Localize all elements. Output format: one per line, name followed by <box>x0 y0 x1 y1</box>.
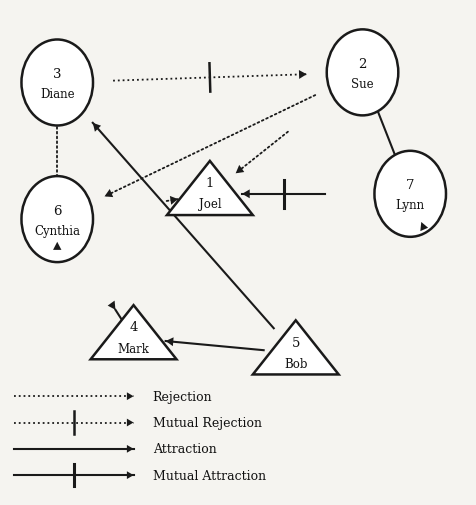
Text: Diane: Diane <box>40 88 74 101</box>
Polygon shape <box>127 392 133 400</box>
Text: 7: 7 <box>405 179 414 192</box>
Text: 2: 2 <box>357 58 366 71</box>
Ellipse shape <box>326 30 397 116</box>
Ellipse shape <box>21 40 93 126</box>
Polygon shape <box>53 242 61 250</box>
Polygon shape <box>235 166 244 174</box>
Text: Mark: Mark <box>118 342 149 355</box>
Ellipse shape <box>21 177 93 263</box>
Polygon shape <box>127 471 133 479</box>
Text: Bob: Bob <box>283 357 307 370</box>
Text: Joel: Joel <box>198 198 221 211</box>
Text: Lynn: Lynn <box>395 199 424 212</box>
Polygon shape <box>298 71 306 80</box>
Polygon shape <box>104 189 113 198</box>
Polygon shape <box>165 338 173 346</box>
Polygon shape <box>167 162 252 216</box>
Polygon shape <box>252 321 338 375</box>
Polygon shape <box>242 190 249 199</box>
Polygon shape <box>92 124 101 132</box>
Text: 4: 4 <box>129 321 138 334</box>
Text: Mutual Attraction: Mutual Attraction <box>152 469 265 482</box>
Polygon shape <box>90 306 176 360</box>
Polygon shape <box>108 301 115 310</box>
Text: Mutual Rejection: Mutual Rejection <box>152 416 261 429</box>
Polygon shape <box>419 223 427 232</box>
Text: 1: 1 <box>205 177 214 190</box>
Text: 5: 5 <box>291 336 299 349</box>
Text: Attraction: Attraction <box>152 442 216 456</box>
Polygon shape <box>127 419 133 427</box>
Text: Cynthia: Cynthia <box>34 224 80 237</box>
Text: 6: 6 <box>53 204 61 217</box>
Text: Sue: Sue <box>350 78 373 91</box>
Ellipse shape <box>374 152 445 237</box>
Text: 3: 3 <box>53 68 61 81</box>
Polygon shape <box>169 196 178 206</box>
Text: Rejection: Rejection <box>152 390 212 403</box>
Polygon shape <box>127 445 133 453</box>
